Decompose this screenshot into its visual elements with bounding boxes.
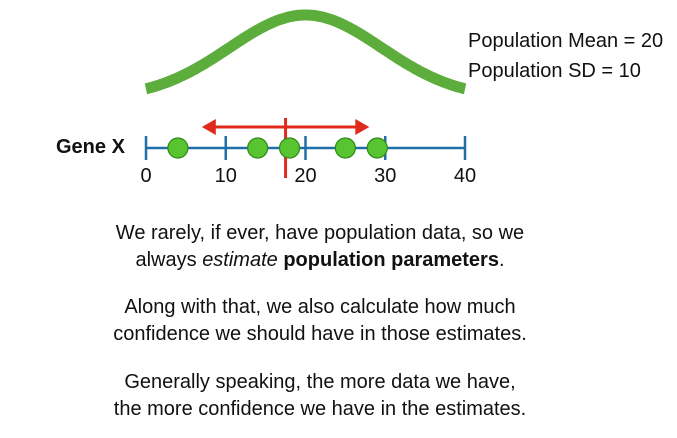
paragraph-more-data-line-1: Generally speaking, the more data we hav…	[124, 371, 516, 393]
sample-point	[247, 137, 269, 159]
axis-tick-label: 20	[294, 165, 316, 187]
text-population-parameters-bold: population parameters	[283, 249, 499, 271]
paragraph-more-data-line-2: the more confidence we have in the estim…	[113, 398, 527, 420]
text-estimate-italic: estimate	[202, 249, 278, 271]
text-always: always	[135, 249, 203, 271]
text-period: .	[498, 249, 505, 271]
axis-tick-label: 30	[374, 165, 396, 187]
gene-x-label: Gene X	[56, 136, 125, 158]
population-sd-label: Population SD = 10	[468, 60, 641, 82]
axis-tick-label: 10	[215, 165, 237, 187]
paragraph-confidence: Along with that, we also calculate how m…	[60, 294, 580, 348]
paragraph-estimate-line-2: always estimate population parameters.	[60, 247, 580, 274]
arrow-head-left	[201, 119, 216, 135]
paragraph-confidence-line-2: confidence we should have in those estim…	[113, 323, 527, 345]
population-mean-label: Population Mean = 20	[468, 30, 664, 52]
sample-point	[334, 137, 356, 159]
paragraph-estimate: We rarely, if ever, have population data…	[60, 220, 580, 274]
sample-point	[366, 137, 388, 159]
population-distribution-curve	[144, 9, 467, 95]
paragraph-more-data: Generally speaking, the more data we hav…	[60, 369, 580, 423]
population-stats: Population Mean = 20 Population SD = 10	[468, 26, 663, 86]
axis-tick-label: 0	[140, 165, 151, 187]
paragraph-estimate-line-1: We rarely, if ever, have population data…	[115, 222, 525, 244]
axis-tick-label: 40	[454, 165, 476, 187]
sample-point	[278, 137, 301, 159]
sample-point	[167, 137, 189, 159]
gene-x-axis: 0 10 20 30 40	[140, 136, 476, 187]
sample-points	[167, 137, 388, 159]
paragraph-confidence-line-1: Along with that, we also calculate how m…	[124, 296, 516, 318]
arrow-head-right	[355, 119, 370, 135]
